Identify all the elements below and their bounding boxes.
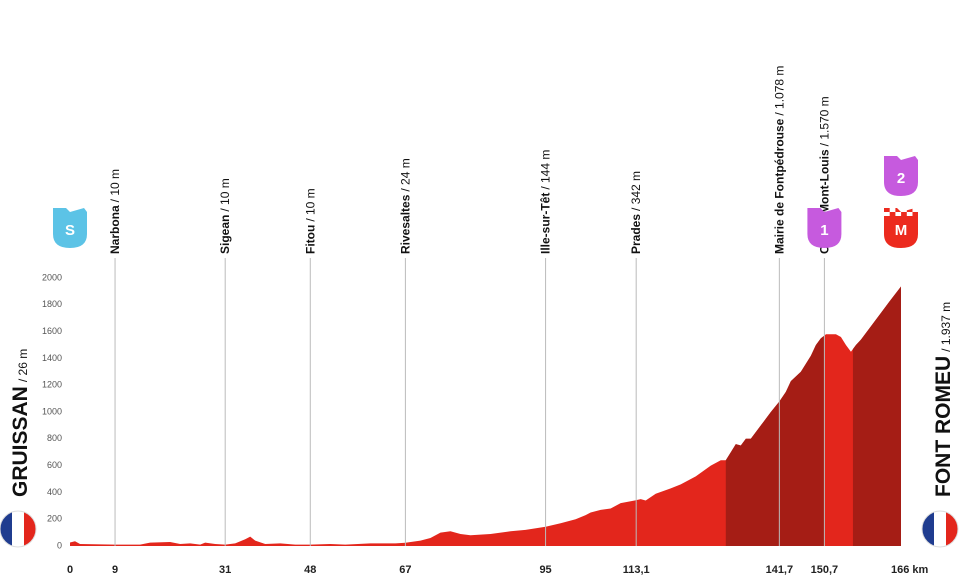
flag-start — [0, 511, 36, 547]
finish-label: FONT ROMEU / 1.937 m — [932, 302, 955, 497]
y-tick-label: 600 — [47, 460, 62, 470]
y-tick-label: 1600 — [42, 326, 62, 336]
flag-finish — [922, 511, 958, 547]
y-tick-label: 400 — [47, 487, 62, 497]
marker-shield — [807, 208, 842, 248]
x-tick-label: 48 — [304, 564, 316, 576]
waypoint-name: Narbona — [108, 205, 122, 254]
waypoint-elevation: / 10 m — [108, 169, 122, 202]
marker-label: M — [895, 222, 908, 239]
waypoint-elevation: / 144 m — [539, 150, 553, 190]
x-tick-label: 113,1 — [623, 564, 650, 576]
checker — [912, 208, 919, 212]
start-label: GRUISSAN / 26 m — [9, 349, 32, 497]
waypoint-elevation: / 1.078 m — [772, 66, 786, 116]
waypoint-name: Mairie de Fontpédrouse — [772, 118, 786, 254]
waypoint-label: Ille-sur-Têt / 144 m — [539, 150, 553, 254]
y-tick-label: 1000 — [42, 406, 62, 416]
waypoint-name: Rivesaltes — [398, 194, 412, 254]
y-tick-label: 200 — [47, 514, 62, 524]
marker: M — [884, 208, 919, 248]
waypoint-name: Fitou — [303, 225, 317, 254]
x-tick-label: 166 km — [891, 564, 929, 576]
marker: S — [53, 208, 87, 248]
y-tick-label: 1400 — [42, 353, 62, 363]
start-name: GRUISSAN — [9, 386, 32, 497]
waypoint-name: Ille-sur-Têt — [539, 193, 553, 254]
checker — [884, 212, 890, 216]
marker-shield — [884, 156, 918, 196]
y-tick-label: 1200 — [42, 380, 62, 390]
waypoint-elevation: / 10 m — [218, 178, 232, 211]
checker — [906, 212, 913, 216]
waypoint-label: Fitou / 10 m — [303, 188, 317, 254]
marker-shield — [53, 208, 87, 248]
x-tick-label: 95 — [539, 564, 551, 576]
marker-label: 1 — [820, 222, 828, 239]
y-tick-label: 1800 — [42, 299, 62, 309]
marker-label: S — [65, 222, 75, 239]
waypoint-label: Prades / 342 m — [629, 171, 643, 254]
start-elevation: / 26 m — [16, 349, 30, 382]
marker: 2 — [884, 156, 918, 196]
waypoint-label: Mairie de Fontpédrouse / 1.078 m — [772, 66, 786, 254]
waypoint-name: Prades — [629, 214, 643, 254]
checker — [889, 208, 896, 212]
x-tick-label: 150,7 — [811, 564, 839, 576]
flag-border — [0, 510, 37, 548]
x-tick-label: 9 — [112, 564, 118, 576]
waypoint-label: Narbona / 10 m — [108, 169, 122, 254]
x-tick-label: 0 — [67, 564, 73, 576]
profile-shading — [852, 286, 901, 546]
waypoint-elevation: / 10 m — [303, 188, 317, 221]
marker: 1 — [807, 208, 842, 248]
marker-shield — [884, 208, 918, 248]
x-tick-label: 31 — [219, 564, 231, 576]
checker — [895, 212, 902, 216]
y-tick-label: 2000 — [42, 272, 62, 282]
x-tick-label: 141,7 — [766, 564, 794, 576]
waypoint-elevation: / 1.570 m — [817, 96, 831, 146]
waypoint-label: Rivesaltes / 24 m — [398, 158, 412, 254]
waypoint-label: Sigean / 10 m — [218, 178, 232, 254]
waypoint-name: Sigean — [218, 215, 232, 254]
y-tick-label: 0 — [57, 540, 62, 550]
waypoint-elevation: / 24 m — [398, 158, 412, 191]
checker — [901, 208, 907, 212]
profile-area — [70, 286, 901, 546]
flag-border — [921, 510, 959, 548]
marker-label: 2 — [897, 170, 905, 187]
y-tick-label: 800 — [47, 433, 62, 443]
finish-name: FONT ROMEU — [932, 356, 955, 497]
waypoint-elevation: / 342 m — [629, 171, 643, 211]
finish-elevation: / 1.937 m — [939, 302, 953, 352]
x-tick-label: 67 — [399, 564, 411, 576]
